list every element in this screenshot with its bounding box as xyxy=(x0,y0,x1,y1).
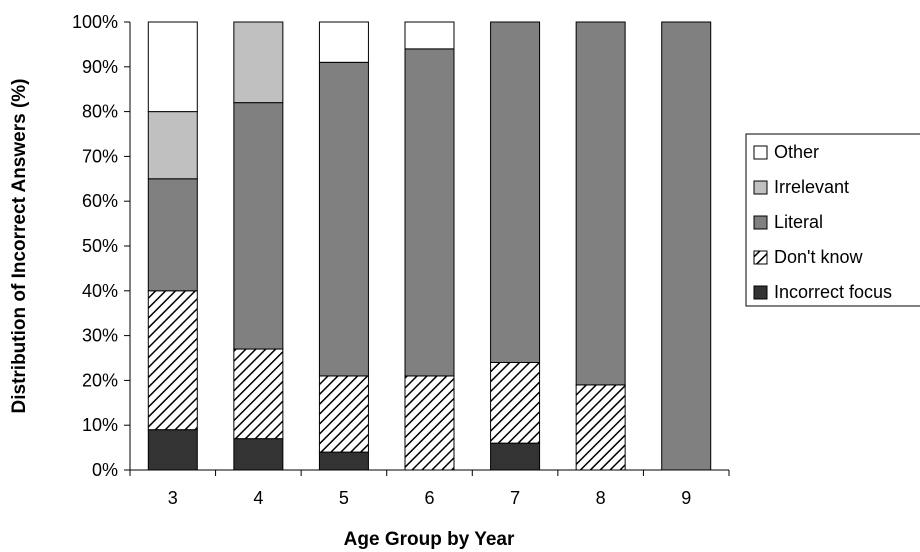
x-axis-title: Age Group by Year xyxy=(344,529,515,550)
x-axis: 3 4 5 6 7 8 9 xyxy=(129,469,730,508)
bar-segment-literal xyxy=(233,102,284,350)
legend-swatch-other xyxy=(753,145,768,160)
bar-segment-literal xyxy=(147,178,198,292)
bar-segment-literal xyxy=(490,21,541,363)
legend-swatch-literal xyxy=(753,215,768,230)
legend-label-incorrect-focus: Incorrect focus xyxy=(774,282,892,302)
legend-label-literal: Literal xyxy=(774,212,823,232)
y-tick-label: 50% xyxy=(82,236,118,256)
bar-segment-incorrect-focus xyxy=(490,442,541,471)
plot-area xyxy=(147,21,712,471)
y-tick-label: 100% xyxy=(72,12,118,32)
legend-label-irrelevant: Irrelevant xyxy=(774,177,849,197)
bar-segment-irrelevant xyxy=(233,21,284,104)
x-tick-label: 9 xyxy=(681,488,691,508)
legend-swatch-irrelevant xyxy=(753,180,768,195)
legend-box xyxy=(745,133,920,307)
y-tick-label: 10% xyxy=(82,415,118,435)
x-tick-label: 8 xyxy=(596,488,606,508)
y-tick-label: 70% xyxy=(82,146,118,166)
bar-segment-don-t-know xyxy=(490,361,541,444)
legend-swatch-incorrect-focus xyxy=(753,285,768,300)
x-tick-label: 6 xyxy=(424,488,434,508)
bar-segment-irrelevant xyxy=(147,111,198,180)
y-axis: 0% 10% 20% 30% 40% 50% 60% 70% 80% 90% 100% xyxy=(72,12,131,480)
bar-segment-incorrect-focus xyxy=(147,429,198,471)
bar-segment-literal xyxy=(661,21,712,471)
bar-segment-literal xyxy=(404,48,455,377)
bar-segment-don-t-know xyxy=(575,384,626,471)
bar-segment-incorrect-focus xyxy=(233,438,284,471)
bar-segment-other xyxy=(318,21,369,63)
y-tick-label: 60% xyxy=(82,191,118,211)
legend-label-other: Other xyxy=(774,142,819,162)
y-tick-label: 0% xyxy=(92,460,118,480)
y-tick-label: 80% xyxy=(82,102,118,122)
bar-segment-don-t-know xyxy=(233,348,284,440)
x-tick-label: 5 xyxy=(339,488,349,508)
x-tick-label: 4 xyxy=(253,488,263,508)
legend-swatch-don-t-know xyxy=(753,250,768,265)
bar-segment-incorrect-focus xyxy=(318,451,369,471)
bar-segment-other xyxy=(147,21,198,113)
legend: Other Irrelevant Literal Don't know Incorrec… xyxy=(745,133,920,307)
y-tick-label: 40% xyxy=(82,281,118,301)
y-tick-label: 20% xyxy=(82,370,118,390)
y-tick-label: 90% xyxy=(82,57,118,77)
x-tick-label: 3 xyxy=(168,488,178,508)
bar-segment-literal xyxy=(575,21,626,386)
bar-segment-don-t-know xyxy=(318,375,369,453)
legend-label-don-t-know: Don't know xyxy=(774,247,863,267)
y-axis-title: Distribution of Incorrect Answers (%) xyxy=(9,79,30,414)
bar-segment-literal xyxy=(318,61,369,377)
y-tick-label: 30% xyxy=(82,326,118,346)
x-tick-label: 7 xyxy=(510,488,520,508)
bar-segment-don-t-know xyxy=(404,375,455,471)
bar-segment-don-t-know xyxy=(147,290,198,431)
bar-segment-other xyxy=(404,21,455,50)
